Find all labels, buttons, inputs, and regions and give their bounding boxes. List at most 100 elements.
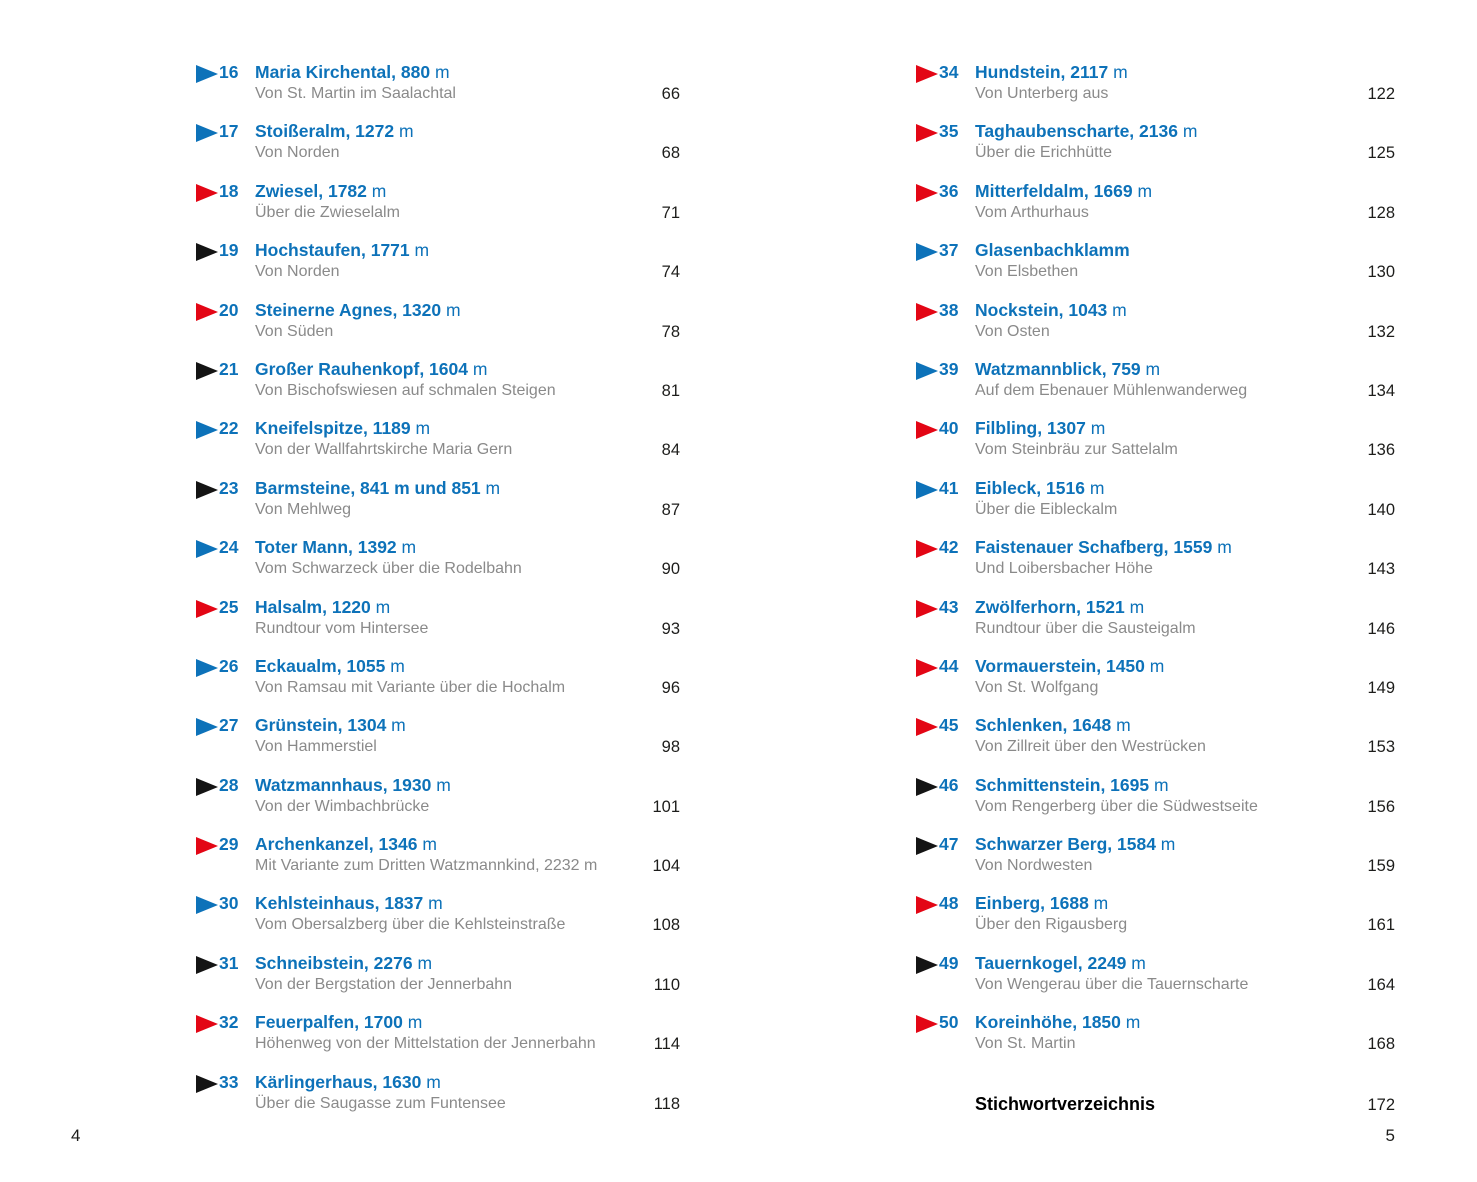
tour-name: Archenkanzel, — [255, 834, 374, 855]
tour-number: 29 — [219, 834, 239, 855]
tour-subtitle: Über die Zwieselalm — [255, 203, 400, 221]
tour-name: Schmittenstein, — [975, 774, 1106, 795]
tour-title: Zwölferhorn, 1521 m — [975, 597, 1395, 618]
route-difficulty-arrow-icon-red — [196, 837, 218, 856]
tour-number: 44 — [939, 655, 959, 676]
tour-number: 26 — [219, 655, 239, 676]
tour-title: Kehlsteinhaus, 1837 m — [255, 893, 680, 914]
tour-elevation-unit: m — [1126, 952, 1146, 973]
tour-subtitle: Von St. Martin im Saalachtal — [255, 85, 456, 102]
tour-text: Filbling, 1307 m Vom Steinbräu zur Satte… — [975, 418, 1395, 460]
route-difficulty-arrow-icon-black — [916, 955, 938, 974]
route-difficulty-arrow-icon-blue — [196, 421, 218, 440]
tour-elevation-unit: m — [430, 62, 450, 82]
tour-page-number: 87 — [661, 500, 680, 519]
tour-page-number: 168 — [1367, 1035, 1395, 1054]
route-difficulty-arrow-icon-red — [916, 65, 938, 83]
tour-elevation: 1189 — [367, 418, 411, 439]
tour-subtitle: Rundtour vom Hintersee — [255, 619, 429, 637]
tour-page-number: 118 — [653, 1094, 680, 1113]
toc-entry: 49 Tauernkogel, 2249 m Von Wengerau über… — [916, 953, 1395, 1012]
tour-title: Eckaualm, 1055 m — [255, 656, 680, 677]
tour-title: Stoißeralm, 1272 m — [255, 121, 680, 142]
tour-elevation: 1700 — [359, 1012, 403, 1033]
tour-name: Hochstaufen, — [255, 240, 366, 261]
tour-elevation-unit: m — [396, 537, 417, 558]
tour-subtitle: Von der Wimbachbrücke — [255, 797, 430, 815]
tour-elevation-unit: m — [402, 1012, 423, 1033]
tour-subtitle: Von Ramsau mit Variante über die Hochalm — [255, 678, 566, 696]
tour-elevation: 1220 — [326, 596, 371, 617]
tour-name: Maria Kirchental, — [255, 62, 397, 82]
tour-title: Steinerne Agnes, 1320 m — [255, 300, 680, 321]
route-difficulty-arrow-icon-red — [916, 658, 938, 677]
tour-elevation-unit: m — [1140, 358, 1161, 379]
tour-number: 45 — [939, 715, 959, 736]
tour-name: Watzmannblick, — [975, 358, 1107, 379]
tour-title: Mitterfeldalm, 1669 m — [975, 181, 1395, 202]
tour-elevation: 841 m und 851 — [355, 477, 481, 498]
tour-title: Barmsteine, 841 m und 851 m — [255, 478, 680, 499]
toc-entry: 41 Eibleck, 1516 m Über die Eibleckalm 1… — [916, 478, 1395, 537]
tour-number: 27 — [219, 715, 239, 736]
tour-number: 22 — [219, 418, 239, 439]
tour-title: Glasenbachklamm — [975, 240, 1395, 261]
tour-title: Großer Rauhenkopf, 1604 m — [255, 359, 680, 380]
folio-page-number-right: 5 — [1385, 1126, 1395, 1145]
tour-page-number: 134 — [1367, 381, 1395, 400]
tour-elevation-unit: m — [417, 834, 437, 855]
tour-page-number: 66 — [661, 85, 680, 103]
tour-page-number: 156 — [1367, 797, 1395, 816]
tour-subtitle: Auf dem Ebenauer Mühlenwanderweg — [975, 381, 1248, 399]
tour-number: 16 — [219, 62, 239, 82]
route-difficulty-arrow-icon-blue — [196, 65, 218, 83]
tour-subtitle: Von Unterberg aus — [975, 85, 1109, 102]
toc-entry: 27 Grünstein, 1304 m Von Hammerstiel 98 — [196, 715, 680, 774]
tour-text: Feuerpalfen, 1700 m Höhenweg von der Mit… — [255, 1012, 680, 1054]
tour-text: Schwarzer Berg, 1584 m Von Nordwesten — [975, 834, 1395, 876]
tour-subtitle: Über die Saugasse zum Funtensee — [255, 1094, 506, 1112]
tour-title: Toter Mann, 1392 m — [255, 537, 680, 558]
tour-page-number: 93 — [661, 619, 680, 638]
toc-entry: 22 Kneifelspitze, 1189 m Von der Wallfah… — [196, 418, 680, 477]
route-difficulty-arrow-icon-red — [196, 302, 218, 321]
tour-name: Großer Rauhenkopf, — [255, 358, 425, 379]
tour-name: Schwarzer Berg, — [975, 834, 1113, 855]
tour-title: Watzmannblick, 759 m — [975, 359, 1395, 380]
tour-elevation: 1392 — [352, 537, 397, 558]
tour-page-number: 143 — [1367, 560, 1395, 579]
tour-page-number: 146 — [1367, 619, 1395, 638]
tour-elevation-unit: m — [1144, 655, 1165, 676]
route-difficulty-arrow-icon-blue — [916, 243, 938, 262]
tour-number: 50 — [939, 1012, 959, 1033]
tour-text: Großer Rauhenkopf, 1604 m Von Bischofswi… — [255, 359, 680, 401]
tour-elevation-unit: m — [423, 893, 443, 914]
tour-text: Zwölferhorn, 1521 m Rundtour über die Sa… — [975, 597, 1395, 639]
route-difficulty-arrow-icon-red — [196, 183, 218, 202]
tour-title: Einberg, 1688 m — [975, 893, 1395, 914]
tour-name: Barmsteine, — [255, 477, 356, 498]
tour-number: 25 — [219, 596, 239, 617]
route-difficulty-arrow-icon-blue — [916, 361, 938, 380]
tour-elevation-unit: m — [441, 299, 461, 320]
tour-elevation: 1688 — [1045, 893, 1089, 914]
tour-subtitle: Vom Schwarzeck über die Rodelbahn — [255, 560, 522, 578]
tour-elevation-unit: m — [1177, 121, 1198, 142]
route-difficulty-arrow-icon-black — [196, 955, 218, 974]
tour-page-number: 136 — [1367, 441, 1395, 460]
route-difficulty-arrow-icon-red — [916, 1015, 938, 1034]
tour-page-number: 81 — [661, 381, 680, 400]
tour-title: Archenkanzel, 1346 m — [255, 834, 680, 855]
tour-number: 43 — [939, 596, 959, 617]
tour-elevation: 1584 — [1112, 834, 1156, 855]
tour-title: Kärlingerhaus, 1630 m — [255, 1072, 680, 1093]
tour-number: 39 — [939, 358, 959, 379]
tour-text: Vormauerstein, 1450 m Von St. Wolfgang — [975, 656, 1395, 698]
tour-elevation-unit: m — [1084, 477, 1105, 498]
tour-subtitle: Von Osten — [975, 322, 1050, 340]
tour-page-number: 84 — [661, 441, 680, 460]
tour-elevation: 1346 — [373, 834, 418, 855]
tour-elevation-unit: m — [385, 655, 405, 676]
tour-subtitle: Von Norden — [255, 144, 340, 162]
